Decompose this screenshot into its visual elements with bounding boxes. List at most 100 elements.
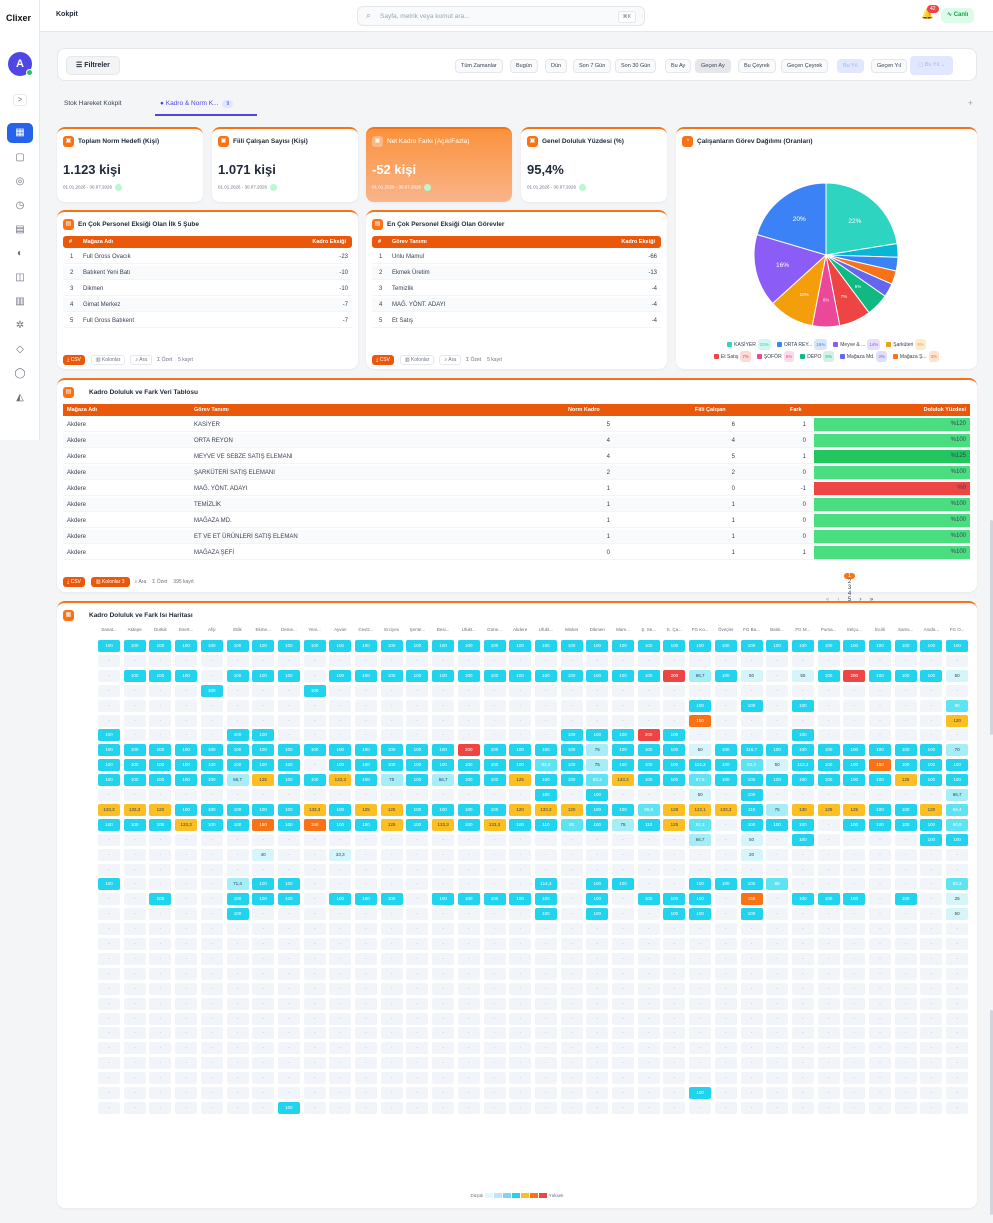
heatmap-cell[interactable]: - xyxy=(355,848,377,861)
heatmap-cell[interactable]: - xyxy=(277,982,300,995)
heatmap-cell[interactable]: - xyxy=(843,699,866,712)
heatmap-cell[interactable]: - xyxy=(586,1057,609,1070)
heatmap-cell[interactable]: - xyxy=(637,1101,660,1114)
heatmap-cell[interactable]: - xyxy=(509,1072,532,1085)
heatmap-cell[interactable]: - xyxy=(252,982,275,995)
heatmap-cell[interactable]: - xyxy=(226,938,249,950)
heatmap-cell[interactable]: - xyxy=(483,1101,506,1114)
heatmap-cell[interactable]: 100 xyxy=(98,729,120,742)
heatmap-cell[interactable]: 100 xyxy=(586,803,609,816)
heatmap-cell[interactable]: - xyxy=(98,938,120,950)
heatmap-cell[interactable]: - xyxy=(689,923,712,936)
heatmap-cell[interactable]: - xyxy=(226,1012,249,1025)
heatmap-cell[interactable]: 125 xyxy=(663,818,686,831)
heatmap-cell[interactable]: - xyxy=(380,714,403,727)
heatmap-cell[interactable]: - xyxy=(534,997,557,1010)
csv-button[interactable]: ⤓ CSV xyxy=(372,355,394,365)
heatmap-cell[interactable]: - xyxy=(380,1057,403,1070)
heatmap-cell[interactable]: - xyxy=(869,684,891,697)
heatmap-cell[interactable]: - xyxy=(920,848,943,861)
heatmap-cell[interactable]: - xyxy=(740,1027,763,1040)
heatmap-cell[interactable]: - xyxy=(766,1057,789,1070)
heatmap-cell[interactable]: - xyxy=(277,699,300,712)
heatmap-cell[interactable]: - xyxy=(432,863,455,876)
date-preset-10[interactable]: Geçen Yıl xyxy=(871,59,908,73)
heatmap-cell[interactable]: 100 xyxy=(663,640,686,652)
heatmap-cell[interactable]: 133,3 xyxy=(534,803,557,816)
heatmap-cell[interactable]: - xyxy=(843,952,866,965)
table-row[interactable]: Akdere ORTA REYON 4 4 0 %100 xyxy=(63,434,970,448)
heatmap-cell[interactable]: 100 xyxy=(766,774,789,787)
heatmap-cell[interactable]: - xyxy=(380,789,403,801)
date-preset-9[interactable]: Bu Yıl xyxy=(837,59,864,73)
heatmap-cell[interactable]: - xyxy=(740,997,763,1010)
heatmap-cell[interactable]: - xyxy=(920,1072,943,1085)
heatmap-cell[interactable]: - xyxy=(894,938,917,950)
heatmap-cell[interactable]: 200 xyxy=(843,669,866,682)
heatmap-cell[interactable]: - xyxy=(98,789,120,801)
heatmap-cell[interactable]: - xyxy=(766,833,789,846)
col-header[interactable]: Fiili Çalışan xyxy=(695,407,726,413)
heatmap-cell[interactable]: 100 xyxy=(791,833,814,846)
heatmap-cell[interactable]: - xyxy=(200,1057,223,1070)
heatmap-cell[interactable]: - xyxy=(689,863,712,876)
heatmap-cell[interactable]: - xyxy=(483,833,506,846)
heatmap-cell[interactable]: 100 xyxy=(894,759,917,772)
heatmap-cell[interactable]: - xyxy=(766,1072,789,1085)
heatmap-cell[interactable]: 75 xyxy=(586,759,609,772)
heatmap-cell[interactable]: - xyxy=(714,1012,737,1025)
heatmap-cell[interactable]: - xyxy=(714,1101,737,1114)
heatmap-cell[interactable]: 122,1 xyxy=(689,803,712,816)
heatmap-cell[interactable]: - xyxy=(817,833,840,846)
heatmap-cell[interactable]: 110 xyxy=(534,818,557,831)
heatmap-cell[interactable]: - xyxy=(894,1072,917,1085)
heatmap-cell[interactable]: 100 xyxy=(689,878,712,891)
heatmap-cell[interactable]: 100 xyxy=(329,803,352,816)
heatmap-cell[interactable]: 75 xyxy=(586,744,609,757)
heatmap-cell[interactable]: 100 xyxy=(894,893,917,906)
heatmap-cell[interactable]: 100 xyxy=(277,774,300,787)
heatmap-cell[interactable]: 100 xyxy=(637,759,660,772)
heatmap-cell[interactable]: - xyxy=(920,938,943,950)
heatmap-cell[interactable]: 50 xyxy=(689,789,712,801)
heatmap-cell[interactable]: - xyxy=(843,863,866,876)
heatmap-cell[interactable]: 100 xyxy=(123,774,146,787)
heatmap-cell[interactable]: 100 xyxy=(355,669,377,682)
heatmap-cell[interactable]: - xyxy=(432,908,455,921)
table-row[interactable]: Akdere ET VE ET ÜRÜNLERİ SATIŞ ELEMAN 1 1 0%… xyxy=(63,530,970,544)
heatmap-cell[interactable]: 75 xyxy=(380,774,403,787)
heatmap-cell[interactable]: 100 xyxy=(869,744,891,757)
pie-slice[interactable] xyxy=(756,182,827,256)
heatmap-cell[interactable]: 120 xyxy=(149,803,172,816)
heatmap-cell[interactable]: - xyxy=(303,893,326,906)
heatmap-cell[interactable]: 100 xyxy=(457,803,480,816)
heatmap-cell[interactable]: - xyxy=(843,1042,866,1055)
heatmap-cell[interactable]: - xyxy=(277,833,300,846)
heatmap-cell[interactable]: - xyxy=(483,923,506,936)
heatmap-cell[interactable]: - xyxy=(380,699,403,712)
heatmap-cell[interactable]: - xyxy=(791,1087,814,1099)
heatmap-cell[interactable]: 100 xyxy=(406,818,429,831)
heatmap-cell[interactable]: 66,7 xyxy=(432,774,455,787)
heatmap-cell[interactable]: - xyxy=(714,1042,737,1055)
heatmap-cell[interactable]: 100 xyxy=(355,774,377,787)
heatmap-cell[interactable]: - xyxy=(175,893,198,906)
heatmap-cell[interactable]: - xyxy=(200,1012,223,1025)
heatmap-cell[interactable]: - xyxy=(534,684,557,697)
heatmap-cell[interactable]: - xyxy=(869,967,891,980)
heatmap-cell[interactable]: 100 xyxy=(200,818,223,831)
heatmap-cell[interactable]: 133,3 xyxy=(303,803,326,816)
heatmap-cell[interactable]: - xyxy=(509,923,532,936)
heatmap-cell[interactable]: - xyxy=(175,923,198,936)
heatmap-cell[interactable]: - xyxy=(303,1012,326,1025)
heatmap-cell[interactable]: 100 xyxy=(329,744,352,757)
heatmap-cell[interactable]: - xyxy=(714,729,737,742)
heatmap-cell[interactable]: - xyxy=(380,654,403,667)
heatmap-cell[interactable]: 100 xyxy=(766,818,789,831)
heatmap-cell[interactable]: 100 xyxy=(534,640,557,652)
heatmap-cell[interactable]: - xyxy=(637,833,660,846)
heatmap-cell[interactable]: - xyxy=(355,908,377,921)
heatmap-cell[interactable]: - xyxy=(380,684,403,697)
heatmap-cell[interactable]: - xyxy=(560,1101,583,1114)
heatmap-cell[interactable]: - xyxy=(355,1012,377,1025)
